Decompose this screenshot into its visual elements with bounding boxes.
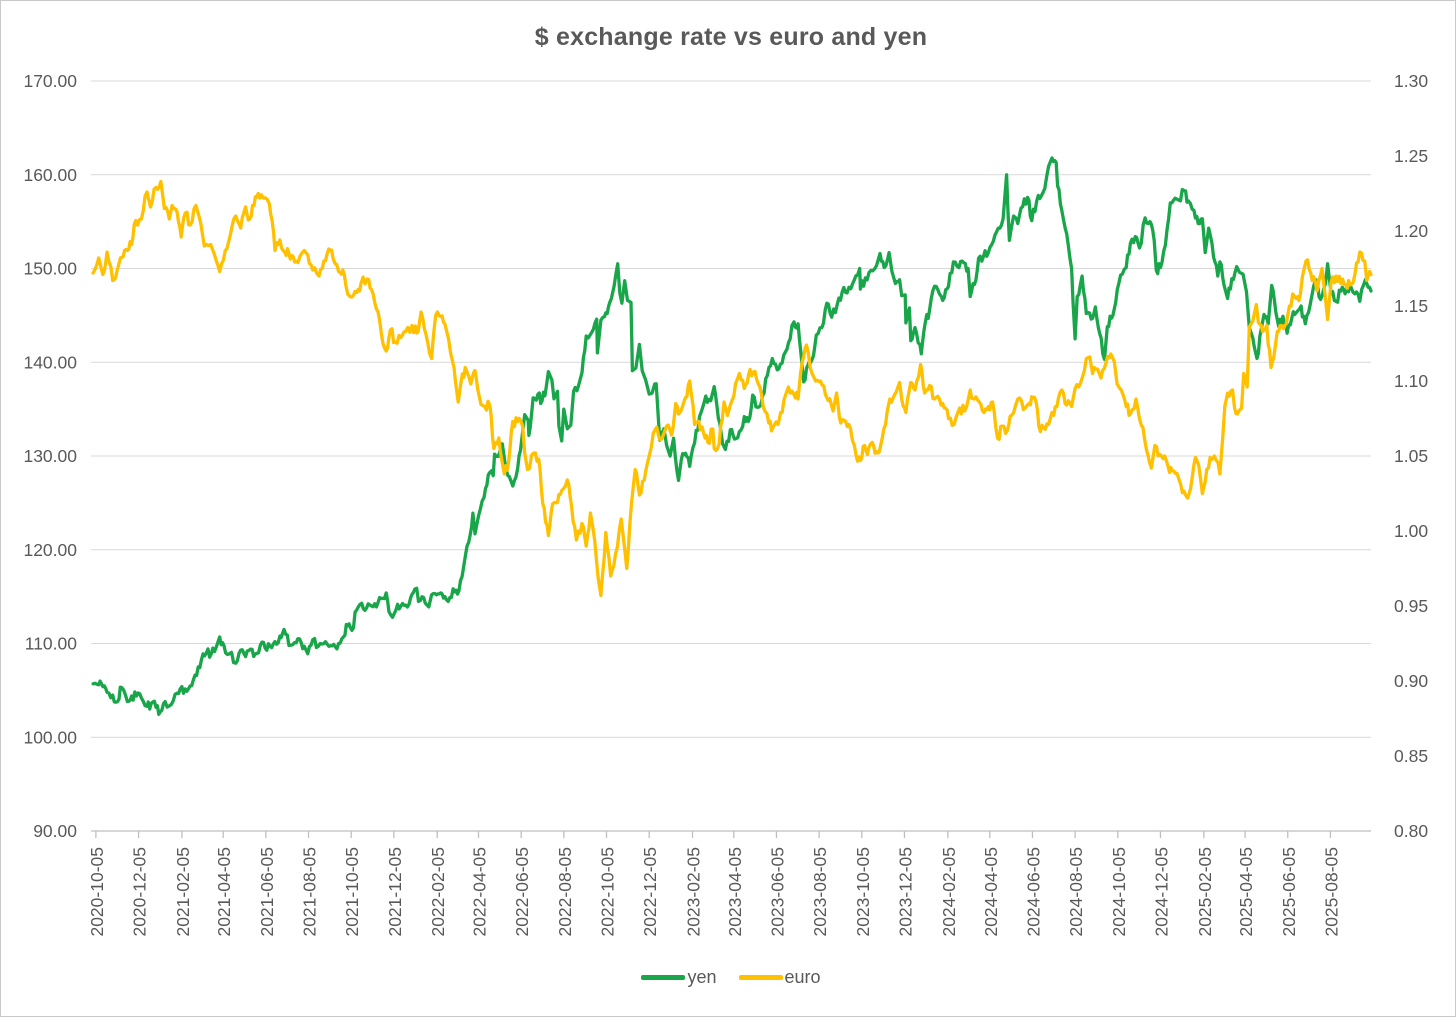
svg-text:2024-12-05: 2024-12-05 [1151,847,1171,937]
svg-text:2025-08-05: 2025-08-05 [1321,847,1341,937]
svg-text:90.00: 90.00 [33,821,77,841]
svg-text:2021-12-05: 2021-12-05 [385,847,405,937]
svg-text:2021-10-05: 2021-10-05 [342,847,362,937]
svg-text:0.80: 0.80 [1394,821,1428,841]
svg-text:2021-04-05: 2021-04-05 [214,847,234,937]
svg-text:2020-10-05: 2020-10-05 [87,847,107,937]
svg-text:2021-02-05: 2021-02-05 [173,847,193,937]
svg-text:160.00: 160.00 [23,165,77,185]
legend-label-euro: euro [784,967,821,987]
legend-item-euro: euro [738,967,821,988]
svg-text:2023-08-05: 2023-08-05 [810,847,830,937]
svg-text:1.05: 1.05 [1394,446,1428,466]
svg-text:1.00: 1.00 [1394,521,1428,541]
svg-text:2021-06-05: 2021-06-05 [257,847,277,937]
svg-text:0.90: 0.90 [1394,671,1428,691]
svg-text:2020-12-05: 2020-12-05 [130,847,150,937]
svg-text:2025-02-05: 2025-02-05 [1195,847,1215,937]
svg-text:170.00: 170.00 [23,71,77,91]
svg-text:2023-02-05: 2023-02-05 [684,847,704,937]
yen-series-line-icon [641,975,686,980]
legend-item-yen: yen [641,967,717,988]
svg-text:150.00: 150.00 [23,259,77,279]
svg-text:2023-12-05: 2023-12-05 [895,847,915,937]
svg-text:110.00: 110.00 [25,634,77,654]
svg-text:2022-06-05: 2022-06-05 [512,847,532,937]
svg-text:2022-10-05: 2022-10-05 [597,847,617,937]
svg-text:2025-04-05: 2025-04-05 [1236,847,1256,937]
svg-text:2025-06-05: 2025-06-05 [1279,847,1299,937]
svg-text:0.85: 0.85 [1394,746,1428,766]
svg-text:140.00: 140.00 [23,352,77,372]
svg-text:1.25: 1.25 [1394,146,1428,166]
svg-text:1.10: 1.10 [1394,371,1428,391]
svg-text:2023-06-05: 2023-06-05 [767,847,787,937]
svg-text:2023-04-05: 2023-04-05 [725,847,745,937]
svg-text:2023-10-05: 2023-10-05 [853,847,873,937]
svg-text:120.00: 120.00 [23,540,77,560]
svg-text:1.15: 1.15 [1394,296,1428,316]
svg-text:2024-02-05: 2024-02-05 [939,847,959,937]
euro-series-line-icon [738,975,783,980]
svg-text:2022-12-05: 2022-12-05 [640,847,660,937]
svg-text:100.00: 100.00 [23,727,77,747]
svg-text:2022-02-05: 2022-02-05 [428,847,448,937]
svg-text:0.95: 0.95 [1394,596,1428,616]
svg-text:2024-04-05: 2024-04-05 [981,847,1001,937]
svg-text:1.20: 1.20 [1394,221,1428,241]
svg-text:130.00: 130.00 [23,446,77,466]
svg-text:2024-10-05: 2024-10-05 [1109,847,1129,937]
svg-text:2022-04-05: 2022-04-05 [469,847,489,937]
svg-text:2022-08-05: 2022-08-05 [555,847,575,937]
svg-text:2021-08-05: 2021-08-05 [300,847,320,937]
svg-text:2024-06-05: 2024-06-05 [1023,847,1043,937]
legend-label-yen: yen [687,967,717,987]
svg-text:1.30: 1.30 [1394,71,1428,91]
chart-title: $ exchange rate vs euro and yen [534,23,928,51]
chart-legend: yen euro [91,967,1371,988]
svg-text:2024-08-05: 2024-08-05 [1066,847,1086,937]
